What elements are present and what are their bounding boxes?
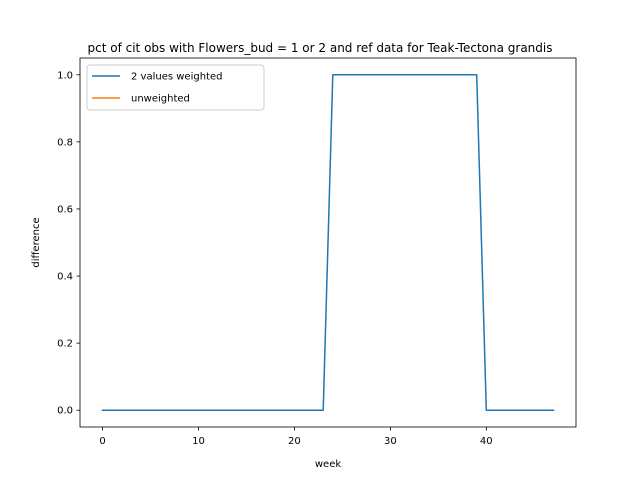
y-axis-label: difference: [31, 217, 42, 267]
x-axis-label: week: [315, 459, 341, 470]
y-tick-label: 0.8: [57, 137, 73, 148]
legend-label-0: 2 values weighted: [131, 72, 222, 83]
axes-layer: 0 10 20 30 40 0.0 0.2 0.4 0.6 0.8 1.0: [57, 57, 577, 447]
legend-box: [86, 64, 265, 111]
legend-label-1: unweighted: [131, 94, 190, 105]
y-tick-label: 0.6: [57, 204, 73, 215]
x-tick-label: 10: [192, 436, 205, 447]
plot-frame: [79, 57, 577, 428]
y-tick-label: 1.0: [57, 70, 73, 81]
chart-title: pct of cit obs with Flowers_bud = 1 or 2…: [88, 41, 553, 55]
x-tick-label: 20: [288, 436, 301, 447]
x-tick-label: 0: [99, 436, 105, 447]
y-tick-label: 0.2: [57, 339, 73, 350]
series-line-0: [101, 74, 555, 411]
x-tick-label: 40: [480, 436, 493, 447]
y-tick-label: 0.4: [57, 272, 73, 283]
legend: 2 values weighted unweighted: [86, 64, 265, 111]
x-tick-label: 30: [384, 436, 397, 447]
y-tick-label: 0.0: [57, 406, 73, 417]
series-layer: [101, 74, 555, 411]
